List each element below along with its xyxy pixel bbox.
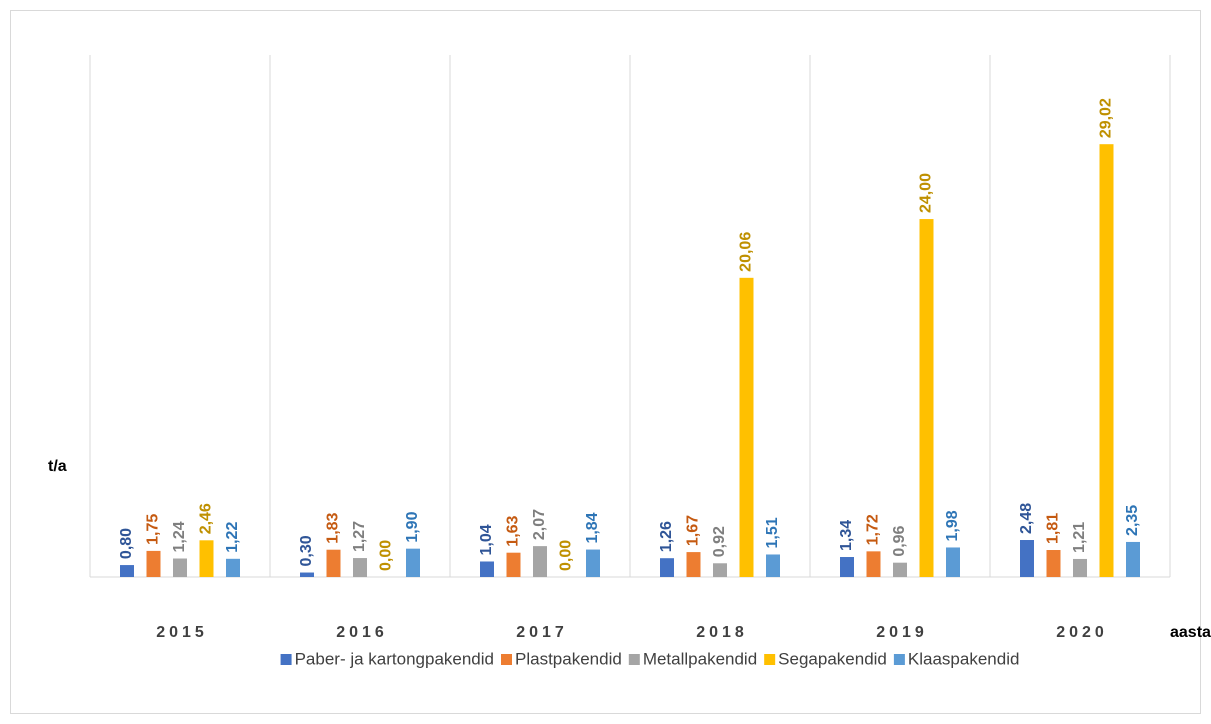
bar [300, 572, 314, 577]
legend-label: Klaaspakendid [908, 649, 1020, 668]
bar [1046, 550, 1061, 577]
bar [506, 552, 521, 577]
value-label: 0,00 [558, 540, 575, 571]
bar [173, 558, 187, 577]
value-label: 1,83 [325, 512, 342, 543]
value-label: 1,72 [865, 514, 882, 545]
value-label: 2,35 [1124, 505, 1141, 536]
bar [660, 558, 674, 577]
value-label: 1,24 [171, 521, 188, 552]
legend-swatch [893, 654, 905, 665]
value-label: 0,30 [298, 535, 315, 566]
value-label: 2,48 [1018, 503, 1035, 534]
value-label: 0,00 [378, 540, 395, 571]
x-tick-label: 2016 [336, 624, 388, 641]
bar [226, 558, 240, 577]
bar [1073, 558, 1087, 577]
bar [480, 561, 494, 577]
legend-swatch [628, 654, 640, 665]
bar [766, 554, 780, 577]
value-label: 2,07 [531, 509, 548, 540]
bar [893, 562, 907, 577]
value-label: 1,75 [145, 514, 162, 545]
chart-frame [10, 10, 1201, 714]
value-label: 1,26 [658, 521, 675, 552]
legend-swatch [764, 654, 776, 665]
value-label: 1,90 [404, 511, 421, 542]
bar [533, 546, 547, 577]
legend-label: Plastpakendid [515, 649, 622, 668]
bar [199, 540, 214, 577]
value-label: 1,22 [224, 522, 241, 553]
bar [586, 549, 600, 577]
legend-label: Paber- ja kartongpakendid [295, 649, 494, 668]
legend-label: Metallpakendid [643, 649, 757, 668]
bar [1126, 541, 1140, 577]
bar [919, 219, 934, 578]
bar [713, 563, 727, 577]
x-tick-label: 2020 [1056, 624, 1108, 641]
legend-label: Segapakendid [778, 649, 887, 668]
value-label: 0,96 [891, 525, 908, 556]
legend-swatch [501, 654, 512, 665]
bar [866, 551, 881, 577]
value-label: 1,34 [838, 520, 855, 551]
value-label: 1,67 [685, 515, 702, 546]
value-label: 1,98 [944, 510, 961, 541]
legend-swatch [280, 654, 292, 665]
bar [686, 552, 701, 577]
value-label: 1,51 [764, 517, 781, 548]
value-label: 2,46 [198, 503, 215, 534]
value-label: 1,27 [351, 521, 368, 552]
value-label: 1,63 [505, 515, 522, 546]
bar [840, 557, 854, 577]
x-axis-label: aasta [1170, 624, 1211, 641]
bar [739, 277, 754, 577]
bar [946, 547, 960, 577]
x-tick-label: 2018 [696, 624, 748, 641]
value-label: 1,21 [1071, 522, 1088, 553]
value-label: 1,04 [478, 524, 495, 555]
bar [406, 548, 420, 577]
bar [1099, 144, 1114, 577]
x-tick-label: 2017 [516, 624, 568, 641]
bar [146, 550, 161, 577]
x-tick-label: 2019 [876, 624, 928, 641]
bar [326, 549, 341, 577]
value-label: 29,02 [1098, 98, 1115, 138]
value-label: 0,80 [118, 528, 135, 559]
value-label: 24,00 [918, 173, 935, 213]
y-axis-label: t/a [48, 458, 67, 475]
bar [120, 565, 134, 577]
value-label: 0,92 [711, 526, 728, 557]
bar [353, 558, 367, 577]
value-label: 20,06 [738, 232, 755, 272]
bar [1020, 540, 1034, 577]
x-tick-label: 2015 [156, 624, 208, 641]
value-label: 1,84 [584, 512, 601, 543]
value-label: 1,81 [1045, 513, 1062, 544]
